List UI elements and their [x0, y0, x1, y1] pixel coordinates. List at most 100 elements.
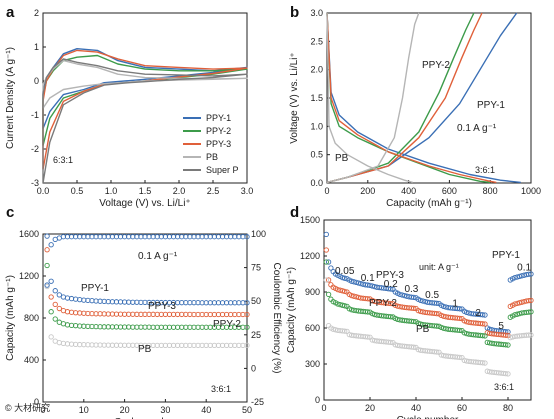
rate-label: 0.2 — [384, 279, 398, 290]
capacity-point-PPY-3 — [480, 321, 486, 327]
capacity-point-PPY-1 — [514, 274, 520, 280]
capacity-point-PPY-1 — [244, 300, 250, 306]
series-label-PPY-1: PPY-1 — [81, 283, 109, 294]
series-label-PPY-2: PPY-2 — [422, 60, 450, 71]
capacity-point-PPY-3 — [514, 300, 520, 307]
capacity-point-PPY-3 — [351, 293, 357, 299]
x-tick-label: 0 — [324, 186, 329, 196]
capacity-point-PPY-2 — [411, 318, 417, 325]
capacity-point-PB — [388, 339, 394, 346]
legend-label: PPY-1 — [206, 113, 231, 123]
x-tick-label: 1.0 — [105, 186, 118, 196]
x-tick-label: 0 — [40, 405, 45, 415]
capacity-point-PPY-2 — [365, 309, 371, 315]
y-tick-label: 1200 — [19, 271, 39, 281]
panel-a: a 0.0 0.5 1.0 1.5 2.0 2.5 3.0 -3 -2 -1 0 1 2 Voltage (… — [5, 4, 253, 209]
y-axis-label: Current Density (A g⁻¹) — [5, 47, 16, 149]
capacity-point-PPY-3 — [337, 287, 343, 293]
capacity-point-PB — [411, 344, 417, 350]
capacity-point-PPY-3 — [342, 288, 348, 295]
capacity-point-PPY-1 — [397, 291, 403, 298]
capacity-point-PB — [457, 354, 463, 361]
series-label-PB: PB — [335, 153, 349, 164]
y-tick-label: 1 — [34, 42, 39, 52]
y-tick-label: -3 — [31, 178, 39, 188]
series-label-PB: PB — [416, 324, 430, 335]
capacity-point-PPY-3 — [48, 294, 54, 300]
rate-label: 0.1 — [361, 273, 375, 284]
charge-curve-PPY-1 — [326, 12, 518, 184]
capacity-point-PPY-1 — [323, 231, 329, 238]
capacity-point-PPY-2 — [52, 316, 58, 322]
capacity-point-PPY-1 — [512, 274, 518, 281]
x-tick-label: 3.0 — [241, 186, 254, 196]
capacity-point-PPY-3 — [415, 307, 421, 314]
x-tick-label: 0 — [321, 403, 326, 413]
x-tick-label: 1000 — [521, 186, 541, 196]
capacity-point-PPY-2 — [505, 342, 511, 348]
capacity-point-PPY-1 — [516, 273, 523, 280]
x-axis-label: Cycle number — [114, 417, 176, 419]
capacity-point-PB — [482, 360, 488, 366]
capacity-point-PB — [330, 326, 336, 332]
panel-label-a: a — [6, 4, 15, 21]
capacity-point-PPY-2 — [528, 309, 534, 315]
capacity-point-PPY-2 — [514, 311, 520, 317]
capacity-point-PPY-2 — [388, 314, 394, 320]
y-tick-label: 400 — [24, 355, 39, 365]
capacity-point-PPY-2 — [526, 309, 532, 315]
capacity-point-PPY-3 — [519, 299, 525, 305]
y-tick-label: 2.5 — [310, 36, 323, 46]
series-label-PPY-2: PPY-2 — [213, 319, 241, 330]
panel-d: d 0 20 40 60 80 0 300 600 900 1200 1500 Cycle number… — [286, 204, 534, 419]
y-axis-label: Capacity (mAh g⁻¹) — [286, 267, 297, 353]
capacity-point-PPY-1 — [44, 233, 50, 239]
capacity-point-PPY-3 — [434, 310, 440, 317]
capacity-point-PPY-1 — [480, 312, 486, 318]
y-tick-label: 1.5 — [310, 93, 323, 103]
capacity-point-PPY-1 — [519, 273, 525, 279]
x-tick-label: 10 — [79, 405, 89, 415]
panel-c: c 0 10 20 30 40 50 0 400 800 1200 1600 Cycle number C… — [5, 204, 282, 419]
capacity-point-PPY-2 — [503, 342, 509, 348]
capacity-point-PPY-2 — [339, 302, 346, 308]
capacity-point-PPY-1 — [358, 280, 364, 287]
panel-label-b: b — [290, 4, 299, 21]
capacity-point-PPY-3 — [335, 286, 341, 293]
capacity-point-PB — [480, 360, 486, 366]
x-tick-label: 400 — [401, 186, 416, 196]
rate-label: 5 — [498, 321, 504, 332]
capacity-point-PPY-2 — [323, 259, 329, 265]
capacity-point-PPY-2 — [512, 312, 518, 318]
x-tick-label: 80 — [503, 403, 513, 413]
y-tick-label: 0 — [315, 395, 320, 405]
capacity-point-PPY-3 — [339, 288, 346, 294]
x-tick-label: 0.0 — [37, 186, 50, 196]
capacity-point-PPY-1 — [420, 298, 426, 304]
unit-annotation: unit: A g⁻¹ — [419, 262, 459, 272]
y-right-tick-label: 50 — [251, 296, 261, 306]
capacity-point-PPY-2 — [44, 262, 50, 269]
capacity-point-PPY-2 — [335, 301, 341, 307]
y-tick-label: 800 — [24, 313, 39, 323]
y-tick-label: -2 — [31, 144, 39, 154]
capacity-point-PPY-1 — [351, 279, 357, 285]
rate-label: 0.1 — [517, 262, 531, 273]
series-label-PPY-1: PPY-1 — [477, 100, 505, 111]
series-label-PPY-2: PPY-2 — [369, 298, 397, 309]
y-right-tick-label: 75 — [251, 263, 261, 273]
charge-curve-PB — [326, 12, 420, 184]
x-tick-label: 0.5 — [71, 186, 84, 196]
legend-label: Super P — [206, 165, 239, 175]
rate-annotation: 0.1 A g⁻¹ — [457, 123, 497, 134]
y-right-tick-label: 100 — [251, 229, 266, 239]
y-tick-label: 600 — [305, 323, 320, 333]
rate-annotation: 0.1 A g⁻¹ — [138, 251, 178, 262]
capacity-point-PPY-1 — [417, 297, 424, 304]
capacity-point-PPY-3 — [56, 305, 62, 312]
x-tick-label: 40 — [201, 405, 211, 415]
capacity-point-PPY-1 — [463, 309, 470, 316]
capacity-point-PPY-3 — [353, 294, 359, 300]
y-tick-label: 2.0 — [310, 65, 323, 75]
